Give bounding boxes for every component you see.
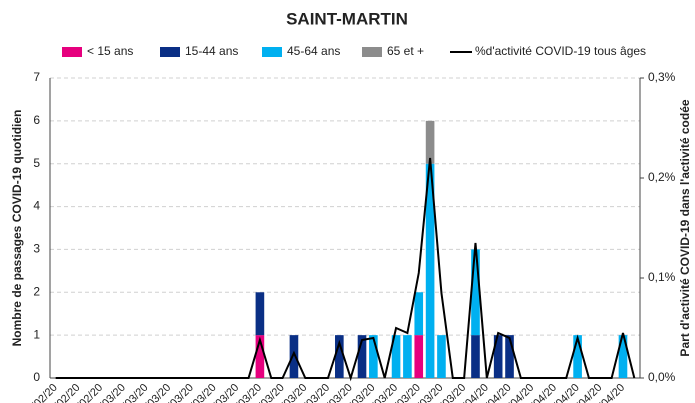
legend-label: < 15 ans	[87, 44, 133, 58]
bar	[471, 335, 480, 378]
bar	[369, 335, 378, 378]
y2-tick-label: 0,3%	[648, 70, 676, 84]
y-tick-label: 5	[33, 156, 40, 170]
y-tick-label: 6	[33, 113, 40, 127]
legend-swatch	[62, 47, 82, 57]
legend-swatch	[160, 47, 180, 57]
bar	[493, 335, 503, 378]
legend-label: %d'activité COVID-19 tous âges	[475, 44, 646, 58]
y-tick-label: 0	[33, 370, 40, 384]
bar	[425, 163, 435, 378]
x-tick-label: 24/02/20	[21, 382, 60, 403]
y2-tick-label: 0,0%	[648, 370, 676, 384]
bar	[505, 335, 514, 378]
bar	[425, 120, 435, 164]
bar	[403, 335, 412, 378]
legend-label: 65 et +	[387, 44, 424, 58]
bar	[255, 335, 265, 378]
y-tick-label: 1	[33, 327, 40, 341]
bar	[414, 335, 424, 378]
y-tick-label: 2	[33, 284, 40, 298]
bar	[391, 335, 401, 378]
bar	[471, 249, 480, 336]
bar	[437, 335, 446, 378]
bar	[573, 335, 582, 378]
bar	[255, 292, 265, 336]
y-tick-label: 4	[33, 199, 40, 213]
y-axis-label: Nombre de passages COVID-19 quotidien	[10, 110, 24, 347]
bar	[414, 292, 424, 336]
bar	[289, 335, 299, 378]
line	[55, 157, 636, 382]
y2-tick-label: 0,1%	[648, 270, 676, 284]
chart-title: SAINT-MARTIN	[286, 9, 408, 28]
legend-label: 45-64 ans	[287, 44, 340, 58]
y2-axis-label: Part d'activité COVID-19 dans l'activité…	[678, 99, 692, 356]
legend-swatch	[262, 47, 282, 57]
legend-label: 15-44 ans	[185, 44, 238, 58]
y-tick-label: 7	[33, 70, 40, 84]
y2-tick-label: 0,2%	[648, 170, 676, 184]
bar	[618, 335, 628, 378]
bar	[335, 335, 344, 378]
legend-swatch	[362, 47, 382, 57]
bar	[357, 335, 367, 378]
y-tick-label: 3	[33, 242, 40, 256]
